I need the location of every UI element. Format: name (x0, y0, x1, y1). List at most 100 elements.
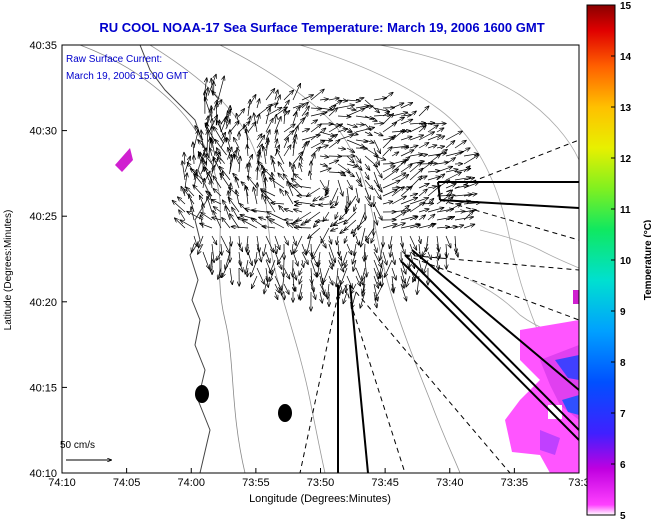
current-vector (400, 283, 407, 301)
current-vector (437, 235, 439, 252)
current-vector (365, 235, 369, 244)
current-vector (179, 210, 186, 221)
y-tick-label: 40:30 (29, 126, 57, 138)
current-vector (382, 122, 397, 133)
current-vector (319, 99, 329, 100)
current-vector (287, 181, 294, 197)
current-vector (445, 235, 451, 248)
current-vector (445, 226, 458, 228)
current-vector (346, 100, 361, 101)
current-vector (373, 179, 382, 193)
current-vector (293, 185, 312, 189)
bathymetry-contour (379, 45, 579, 161)
current-vector (296, 211, 312, 222)
y-tick-label: 40:10 (29, 468, 57, 480)
current-vector (327, 283, 329, 299)
current-vector (355, 179, 363, 187)
current-vector (409, 217, 418, 220)
colorbar-ticks: 15 14 13 12 11 10 9 8 7 6 5 (611, 1, 632, 519)
current-vector (436, 136, 445, 141)
current-vector (354, 243, 356, 256)
current-vector (337, 148, 346, 149)
current-vector (302, 259, 304, 268)
current-vector (276, 149, 285, 165)
current-vector (264, 283, 266, 294)
current-vector (355, 98, 364, 100)
current-vector (319, 156, 329, 157)
current-vector (275, 243, 277, 254)
current-vector (265, 88, 275, 101)
current-vector (207, 130, 208, 151)
x-tick-label: 74:05 (113, 477, 141, 489)
current-vector (225, 251, 231, 270)
current-vector (199, 223, 213, 229)
current-vector (373, 275, 379, 289)
current-vector (346, 187, 350, 206)
current-vector (310, 89, 325, 101)
current-vector (211, 78, 213, 96)
current-vector (238, 243, 243, 252)
current-vector (436, 146, 445, 148)
current-vector (206, 87, 208, 101)
current-vector (375, 283, 384, 301)
current-vector (200, 161, 207, 175)
current-vector (419, 235, 421, 244)
current-vector (208, 165, 215, 185)
current-vector (251, 210, 267, 212)
current-vector (436, 128, 444, 133)
current-vector (382, 111, 390, 117)
current-vector (328, 275, 333, 286)
current-vector (337, 105, 355, 109)
current-vector (235, 177, 240, 189)
current-vector (418, 189, 428, 197)
current-vector (181, 186, 186, 197)
current-vector (211, 180, 212, 189)
current-vector (301, 95, 314, 101)
current-vector (278, 161, 285, 173)
current-vector (285, 190, 294, 205)
current-vector (454, 225, 464, 228)
current-vector (445, 216, 455, 221)
current-vector (382, 180, 401, 189)
current-vector (427, 214, 435, 221)
current-vector (292, 152, 303, 165)
current-vector (328, 251, 334, 267)
current-vector (364, 155, 378, 167)
surface-current-vectors (172, 74, 481, 312)
current-vector (382, 169, 399, 181)
radar-coverage-wedges (337, 181, 579, 473)
current-vector (293, 220, 303, 223)
current-vector (269, 178, 285, 189)
current-vector (283, 259, 284, 277)
current-vector (328, 160, 339, 165)
current-vector (198, 235, 204, 248)
current-vector (293, 209, 303, 212)
current-vector (445, 157, 456, 165)
current-vector (275, 114, 276, 125)
current-vector (265, 235, 274, 253)
current-vector (294, 227, 312, 228)
current-vector (400, 115, 412, 116)
current-vector (286, 222, 294, 229)
current-vector (445, 152, 464, 157)
x-tick-label: 73:40 (436, 477, 464, 489)
current-vector (272, 160, 275, 173)
current-vector (299, 267, 302, 276)
current-vector (382, 190, 398, 197)
current-vector (428, 251, 431, 260)
current-vector (351, 283, 357, 294)
current-vector (211, 217, 222, 220)
current-vector (346, 108, 365, 117)
current-vector (257, 114, 260, 125)
current-vector (336, 195, 338, 206)
current-vector (346, 123, 358, 127)
current-vector (373, 155, 386, 160)
current-vector (400, 275, 404, 289)
current-vector (330, 228, 339, 231)
current-vector (427, 145, 437, 148)
current-vector (346, 147, 355, 153)
current-vector (202, 251, 209, 269)
y-tick-label: 40:20 (29, 297, 57, 309)
current-vector (294, 174, 303, 181)
